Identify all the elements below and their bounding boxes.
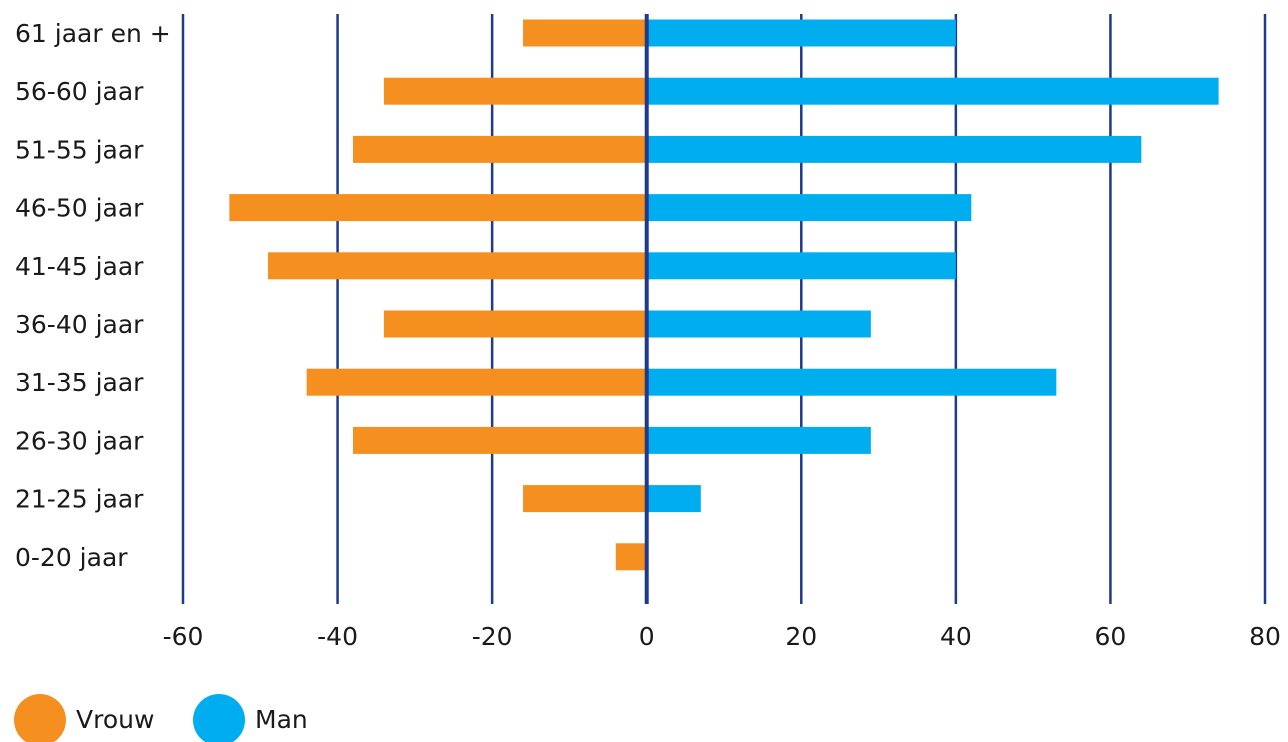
bar-vrouw bbox=[229, 194, 647, 222]
legend-label: Vrouw bbox=[76, 705, 154, 734]
bar-man bbox=[646, 77, 1219, 105]
bar-vrouw bbox=[615, 543, 647, 571]
category-label: 0-20 jaar bbox=[15, 543, 128, 572]
category-label: 31-35 jaar bbox=[15, 368, 144, 397]
category-label: 56-60 jaar bbox=[15, 77, 144, 106]
x-tick-labels: -60 -40 -20 0 20 40 60 80 bbox=[163, 622, 1281, 651]
bar-man bbox=[646, 310, 871, 338]
gridlines bbox=[181, 14, 1267, 604]
bar-man bbox=[646, 368, 1057, 396]
category-label: 46-50 jaar bbox=[15, 194, 144, 223]
bar-vrouw bbox=[268, 252, 647, 280]
bar-vrouw bbox=[353, 135, 647, 163]
legend-swatch-man bbox=[193, 694, 245, 742]
x-tick-label: 20 bbox=[785, 622, 817, 651]
legend: Vrouw Man bbox=[14, 694, 308, 742]
category-label: 61 jaar en + bbox=[15, 19, 171, 48]
x-tick-label: -20 bbox=[472, 622, 513, 651]
legend-label: Man bbox=[255, 705, 308, 734]
bar-vrouw bbox=[523, 485, 647, 513]
x-tick-label: -60 bbox=[163, 622, 204, 651]
x-tick-label: 40 bbox=[940, 622, 972, 651]
x-tick-label: 0 bbox=[639, 622, 655, 651]
bars bbox=[229, 19, 1219, 571]
bar-vrouw bbox=[523, 19, 647, 47]
category-label: 41-45 jaar bbox=[15, 252, 144, 281]
legend-swatch-vrouw bbox=[14, 694, 66, 742]
bar-vrouw bbox=[353, 426, 647, 454]
category-labels: 61 jaar en + 56-60 jaar 51-55 jaar 46-50 ja… bbox=[15, 19, 171, 572]
category-label: 51-55 jaar bbox=[15, 135, 144, 164]
category-label: 26-30 jaar bbox=[15, 426, 144, 455]
x-tick-label: 80 bbox=[1249, 622, 1281, 651]
bar-man bbox=[646, 485, 701, 513]
bar-man bbox=[646, 135, 1142, 163]
bar-vrouw bbox=[306, 368, 647, 396]
x-tick-label: 60 bbox=[1095, 622, 1127, 651]
x-tick-label: -40 bbox=[317, 622, 358, 651]
bar-vrouw bbox=[383, 77, 647, 105]
category-label: 21-25 jaar bbox=[15, 485, 144, 514]
bar-vrouw bbox=[383, 310, 647, 338]
bar-man bbox=[646, 19, 956, 47]
category-label: 36-40 jaar bbox=[15, 310, 144, 339]
bar-man bbox=[646, 194, 972, 222]
bar-man bbox=[646, 252, 956, 280]
bar-man bbox=[646, 426, 871, 454]
